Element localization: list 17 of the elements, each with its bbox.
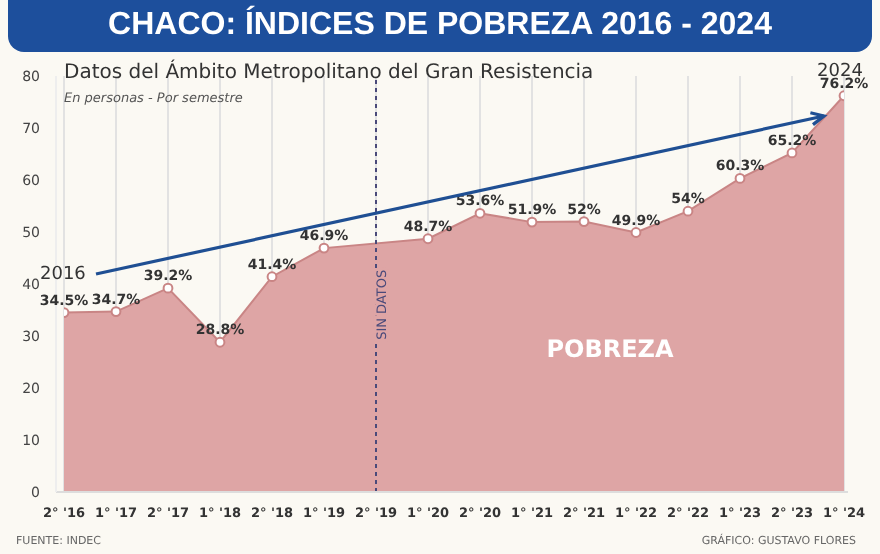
point — [266, 271, 278, 283]
annotation: 2016 — [40, 264, 87, 285]
point — [318, 242, 330, 254]
point — [474, 207, 486, 219]
chart-title: CHACO: ÍNDICES DE POBREZA 2016 - 2024 — [8, 0, 872, 52]
point — [214, 336, 226, 348]
chart-subtitle: Datos del Ámbito Metropolitano del Gran Resistencia — [64, 62, 594, 84]
point — [734, 173, 746, 184]
series-label: POBREZA — [546, 334, 675, 363]
point — [630, 227, 642, 238]
point — [578, 216, 590, 227]
point — [110, 306, 122, 317]
point — [786, 147, 798, 159]
point — [422, 233, 434, 245]
point — [162, 282, 174, 294]
point — [526, 216, 538, 228]
point — [682, 205, 694, 217]
